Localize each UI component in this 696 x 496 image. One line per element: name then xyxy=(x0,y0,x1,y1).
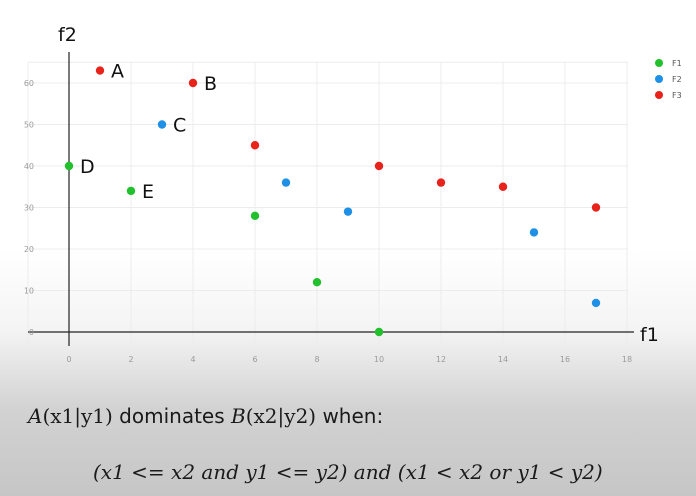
legend-label: F3 xyxy=(672,91,682,100)
y-tick-label: 30 xyxy=(24,204,34,213)
data-point xyxy=(64,161,74,171)
x-tick-label: 6 xyxy=(252,355,257,364)
data-point xyxy=(374,327,384,337)
data-point xyxy=(591,203,601,212)
x-tick-label: 4 xyxy=(190,355,195,364)
legend: F1 F2 F3 xyxy=(655,59,682,100)
tick-labels: 0 2 4 6 8 10 12 14 16 18 0 10 20 30 40 50 60 xyxy=(24,79,632,364)
legend-marker xyxy=(655,59,663,67)
condition-formula: (x1 <= x2 and y1 <= y2) and (x1 < x2 or … xyxy=(93,460,603,484)
data-point xyxy=(281,178,291,187)
x-tick-label: 10 xyxy=(374,355,384,364)
y-tick-label: 20 xyxy=(24,245,34,254)
x-axis-title: f1 xyxy=(640,324,659,346)
data-point xyxy=(343,207,353,216)
legend-label: F1 xyxy=(672,59,682,68)
data-points xyxy=(64,66,601,337)
point-label: D xyxy=(80,156,95,178)
point-label: C xyxy=(173,115,186,137)
when-word: when: xyxy=(316,404,384,428)
data-point xyxy=(95,66,105,75)
data-point xyxy=(374,161,384,171)
x-tick-label: 0 xyxy=(66,355,71,364)
point-label: A xyxy=(111,61,124,83)
data-point xyxy=(529,228,539,237)
point-labels: D E C A B xyxy=(80,61,217,203)
point-label: E xyxy=(142,181,154,203)
x-tick-label: 12 xyxy=(436,355,446,364)
x-tick-label: 14 xyxy=(498,355,508,364)
y-axis-title: f2 xyxy=(58,24,77,46)
axes xyxy=(28,52,634,346)
legend-marker xyxy=(655,75,663,83)
legend-label: F2 xyxy=(672,75,682,84)
a-arguments: (x1|y1) xyxy=(42,404,113,428)
symbol-b: B xyxy=(231,404,246,428)
data-point xyxy=(250,141,260,150)
x-tick-label: 2 xyxy=(128,355,133,364)
y-tick-label: 0 xyxy=(29,328,34,337)
x-tick-label: 16 xyxy=(560,355,570,364)
b-arguments: (x2|y2) xyxy=(245,404,317,428)
dominates-word: dominates xyxy=(112,404,232,428)
y-tick-label: 60 xyxy=(24,79,34,88)
scatter-chart: 0 2 4 6 8 10 12 14 16 18 0 10 20 30 40 50 60 f2 f1 D E C A B… xyxy=(24,24,682,364)
data-point xyxy=(436,178,446,187)
data-point xyxy=(188,78,198,88)
y-tick-label: 40 xyxy=(24,162,34,171)
data-point xyxy=(157,120,167,129)
x-tick-label: 18 xyxy=(622,355,632,364)
data-point xyxy=(250,211,260,220)
dominance-definition: A(x1|y1) dominates B(x2|y2) when: xyxy=(28,404,383,428)
y-tick-label: 10 xyxy=(24,287,34,296)
y-tick-label: 50 xyxy=(24,121,34,130)
legend-marker xyxy=(655,91,663,99)
data-point xyxy=(126,186,136,196)
point-label: B xyxy=(204,73,217,95)
grid xyxy=(27,61,628,344)
data-point xyxy=(498,182,508,191)
x-tick-label: 8 xyxy=(314,355,319,364)
data-point xyxy=(591,298,601,308)
data-point xyxy=(312,278,322,287)
dominance-condition: (x1 <= x2 and y1 <= y2) and (x1 < x2 or … xyxy=(93,460,603,484)
symbol-a: A xyxy=(28,404,43,428)
